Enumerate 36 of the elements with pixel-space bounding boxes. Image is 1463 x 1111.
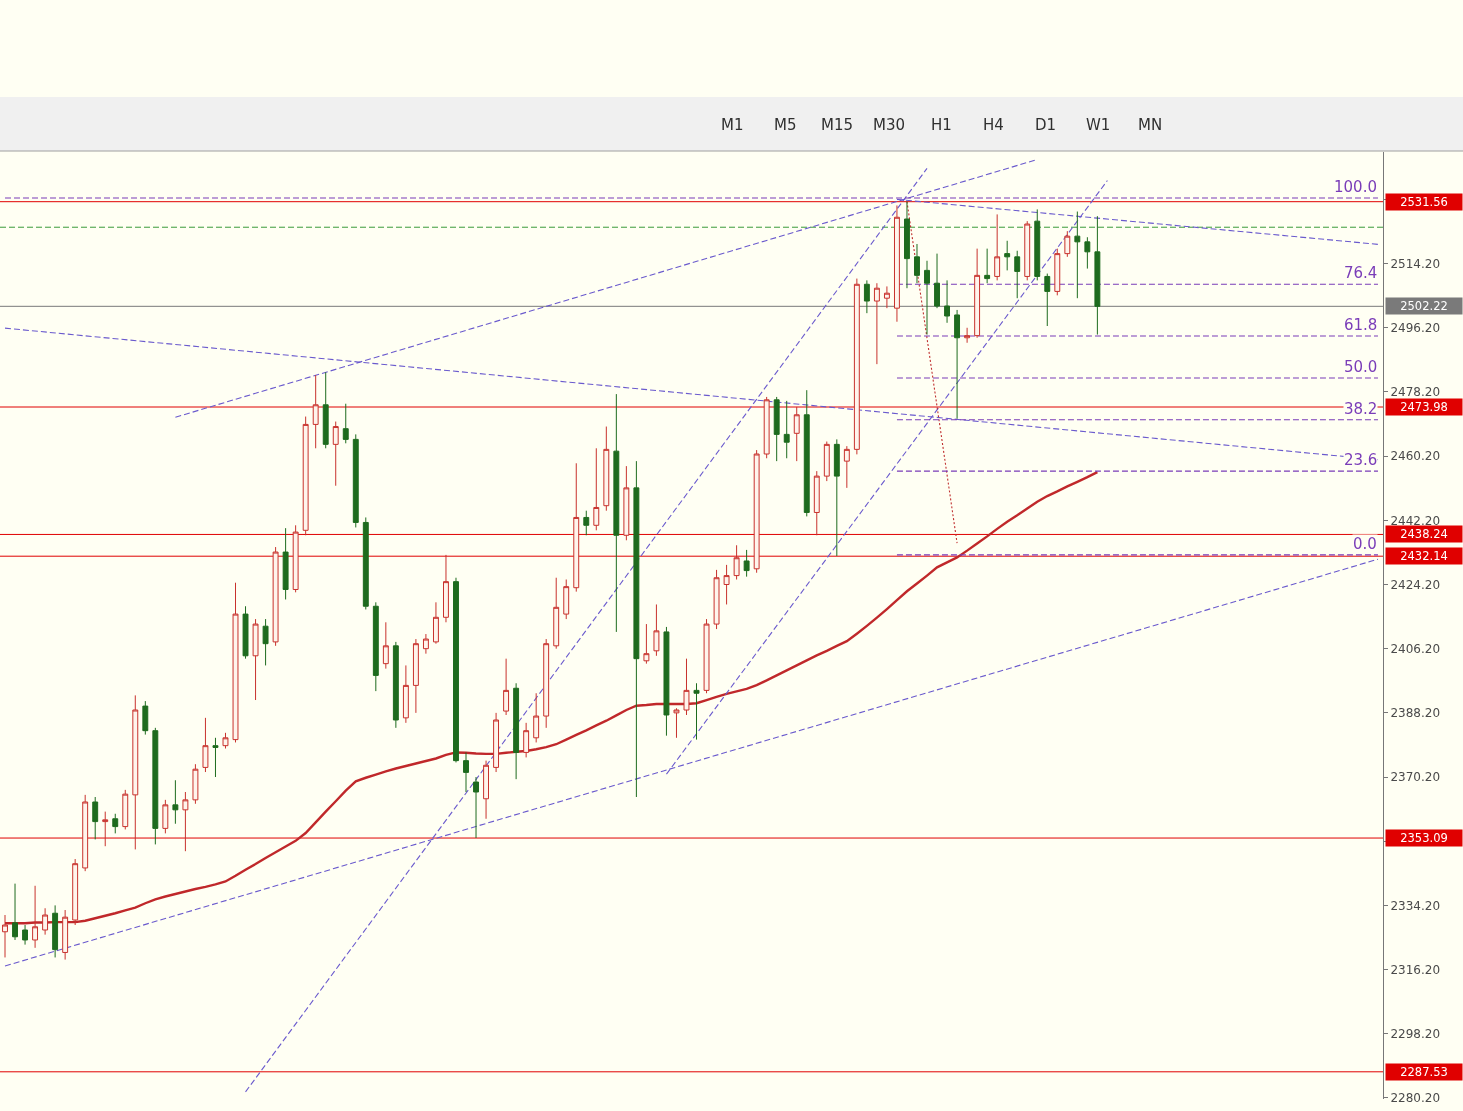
text: H1 [931,116,952,134]
series-label: 0.0 [1353,535,1377,553]
y-tick-label: 2298.20 [1390,1026,1441,1041]
y-tick-label: 2370.20 [1390,770,1441,785]
text: H4 [983,116,1004,134]
ref-line-label: 2473.98 [1400,400,1448,414]
series-label: 50.0 [1344,358,1378,376]
y-tick-label: 2442.20 [1390,513,1441,528]
y-tick-label: 2496.20 [1390,320,1441,335]
y-tick-label: 2280.20 [1390,1091,1441,1106]
series-label: 76.4 [1344,264,1378,282]
text: D1 [1035,116,1057,134]
text: M5 [774,116,797,134]
text: W1 [1086,116,1111,134]
text: M15 [821,116,854,134]
y-tick-label: 2514.20 [1390,256,1441,271]
y-tick-label: 2424.20 [1390,577,1441,592]
ref-line-label: 2438.24 [1400,527,1448,541]
y-tick-label: 2388.20 [1390,706,1441,721]
ref-line-label: 2502.22 [1400,299,1448,313]
y-tick-label: 2478.20 [1390,385,1441,400]
y-tick-label: 2334.20 [1390,898,1441,913]
series-label: 61.8 [1344,316,1378,334]
text: M1 [721,116,744,134]
y-tick-label: 2460.20 [1390,449,1441,464]
ref-line-label: 2287.53 [1400,1065,1448,1079]
series-label: 38.2 [1344,400,1378,418]
ref-line-label: 2531.56 [1400,195,1448,209]
ref-line-label: 2432.14 [1400,549,1448,563]
y-tick-label: 2406.20 [1390,641,1441,656]
series-label: 23.6 [1344,451,1378,469]
text: M30 [873,116,906,134]
text: MN [1138,116,1163,134]
series-label: 100.0 [1334,178,1377,196]
y-tick-label: 2316.20 [1390,962,1441,977]
ref-line-label: 2353.09 [1400,831,1448,845]
